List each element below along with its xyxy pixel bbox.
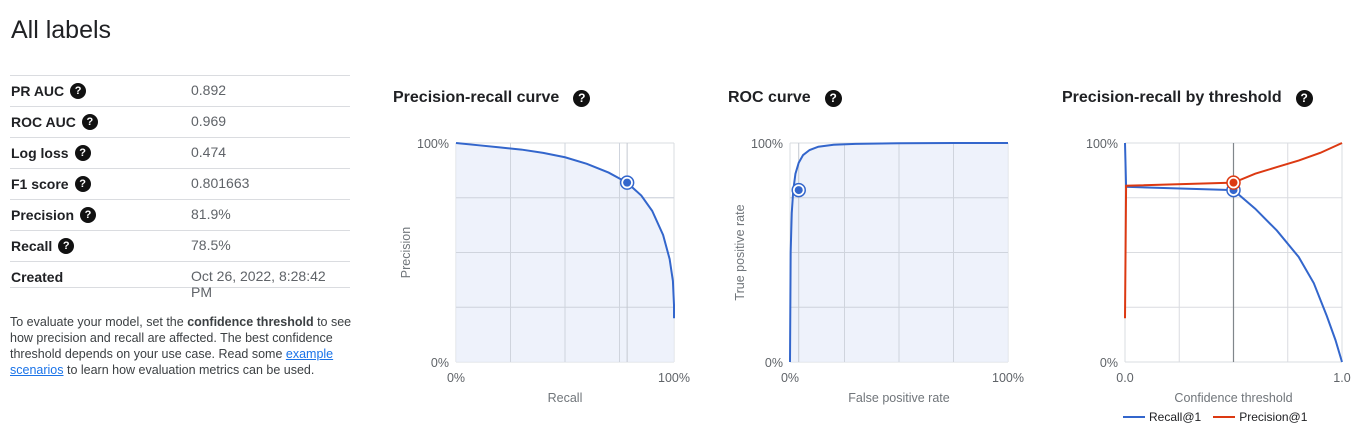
metric-label: PR AUC? [11, 83, 87, 99]
metric-label: ROC AUC? [11, 114, 98, 130]
x-axis-title: False positive rate [848, 391, 949, 405]
help-icon[interactable]: ? [58, 238, 75, 254]
pr-curve-title: Precision-recall curve ? [393, 89, 591, 107]
metric-label: F1 score? [11, 176, 91, 192]
series-line-recall-at-1 [1124, 142, 1343, 363]
metric-value: 78.5% [191, 237, 231, 253]
metric-value: 0.801663 [191, 175, 250, 191]
chart-0 [455, 142, 675, 363]
help-icon[interactable]: ? [81, 114, 98, 130]
example-scenarios-link[interactable]: example scenarios [10, 347, 334, 377]
metric-label: Created [11, 269, 63, 285]
evaluation-description: To evaluate your model, set the confiden… [10, 314, 362, 378]
legend-label-precision: Precision@1 [1239, 410, 1308, 424]
y-axis-title: Precision [399, 227, 413, 278]
y-tick-label: 100% [1086, 137, 1118, 151]
x-axis-title: Recall [548, 391, 583, 405]
roc-curve-help-icon[interactable]: ? [824, 89, 842, 107]
help-icon[interactable]: ? [80, 207, 97, 223]
metric-row: Created Oct 26, 2022, 8:28:42 PM [10, 261, 350, 300]
legend-item-recall: Recall@1 [1123, 410, 1201, 424]
y-tick-label: 100% [751, 137, 783, 151]
metric-label-text: Created [11, 269, 64, 285]
x-tick-label: 1.0 [1333, 371, 1350, 385]
y-tick-label: 0% [765, 356, 783, 370]
metric-value: Oct 26, 2022, 8:28:42 PM [191, 268, 326, 300]
metric-label-text: ROC AUC [11, 114, 76, 130]
legend-swatch-precision [1213, 416, 1236, 418]
curve-line [455, 142, 675, 319]
help-icon[interactable]: ? [74, 176, 91, 192]
metric-row: F1 score? 0.801663 [10, 168, 350, 199]
chart-2 [1124, 142, 1343, 363]
x-tick-label: 0% [781, 371, 799, 385]
series-line-precision-at-1 [1124, 142, 1343, 319]
help-icon[interactable]: ? [74, 145, 91, 161]
description-bold: confidence threshold [187, 315, 314, 329]
pr-curve-title-text: Precision-recall curve [393, 89, 560, 106]
y-tick-label: 100% [417, 137, 449, 151]
chart-1 [789, 142, 1009, 363]
metric-label-text: Precision [11, 207, 75, 223]
metric-label: Log loss? [11, 145, 91, 161]
metric-label-text: PR AUC [11, 83, 65, 99]
description-text-before: To evaluate your model, set the [10, 315, 188, 329]
curve-line [789, 142, 1008, 363]
y-tick-label: 0% [1100, 356, 1118, 370]
threshold-chart-help-icon[interactable]: ? [1295, 89, 1313, 107]
metric-value: 0.892 [191, 82, 227, 98]
threshold-chart-title: Precision-recall by threshold ? [1062, 89, 1313, 107]
metric-row: Precision? 81.9% [10, 199, 350, 230]
pr-curve-help-icon[interactable]: ? [573, 89, 591, 107]
help-icon[interactable]: ? [70, 83, 87, 99]
legend-label-recall: Recall@1 [1149, 410, 1202, 424]
metric-label-text: Recall [11, 238, 53, 254]
metric-value: 0.474 [191, 144, 227, 160]
metric-row: ROC AUC? 0.969 [10, 106, 350, 137]
metric-value: 0.969 [191, 113, 227, 129]
page-title: All labels [11, 16, 112, 44]
metric-row: Recall? 78.5% [10, 230, 350, 261]
y-axis-title: True positive rate [733, 204, 747, 300]
threshold-legend: Recall@1 Precision@1 [1123, 410, 1307, 424]
x-tick-label: 0.0 [1116, 371, 1133, 385]
roc-curve-title-text: ROC curve [728, 89, 811, 106]
metric-row: PR AUC? 0.892 [10, 75, 350, 106]
metric-label: Precision? [11, 207, 97, 223]
metric-label-text: Log loss [11, 145, 69, 161]
operating-point-marker [794, 186, 803, 195]
metric-row: Log loss? 0.474 [10, 137, 350, 168]
threshold-chart-title-text: Precision-recall by threshold [1062, 89, 1282, 106]
metric-label-text: F1 score [11, 176, 69, 192]
legend-swatch-recall [1123, 416, 1145, 418]
x-axis-title: Confidence threshold [1174, 391, 1292, 405]
y-tick-label: 0% [431, 356, 449, 370]
marker-point [1229, 178, 1238, 187]
description-text-after: to learn how evaluation metrics can be u… [63, 363, 315, 377]
description-text-middle: to see how precision and recall are affe… [10, 315, 352, 361]
roc-curve-title: ROC curve ? [728, 89, 842, 107]
legend-item-precision: Precision@1 [1213, 410, 1307, 424]
metrics-table: PR AUC? 0.892 ROC AUC? 0.969 Log loss? 0.474 F… [10, 75, 350, 300]
x-tick-label: 100% [992, 371, 1024, 385]
x-tick-label: 0% [447, 371, 465, 385]
metric-label: Recall? [11, 238, 75, 254]
operating-point-marker [623, 178, 632, 187]
x-tick-label: 100% [658, 371, 690, 385]
metric-value: 81.9% [191, 206, 231, 222]
